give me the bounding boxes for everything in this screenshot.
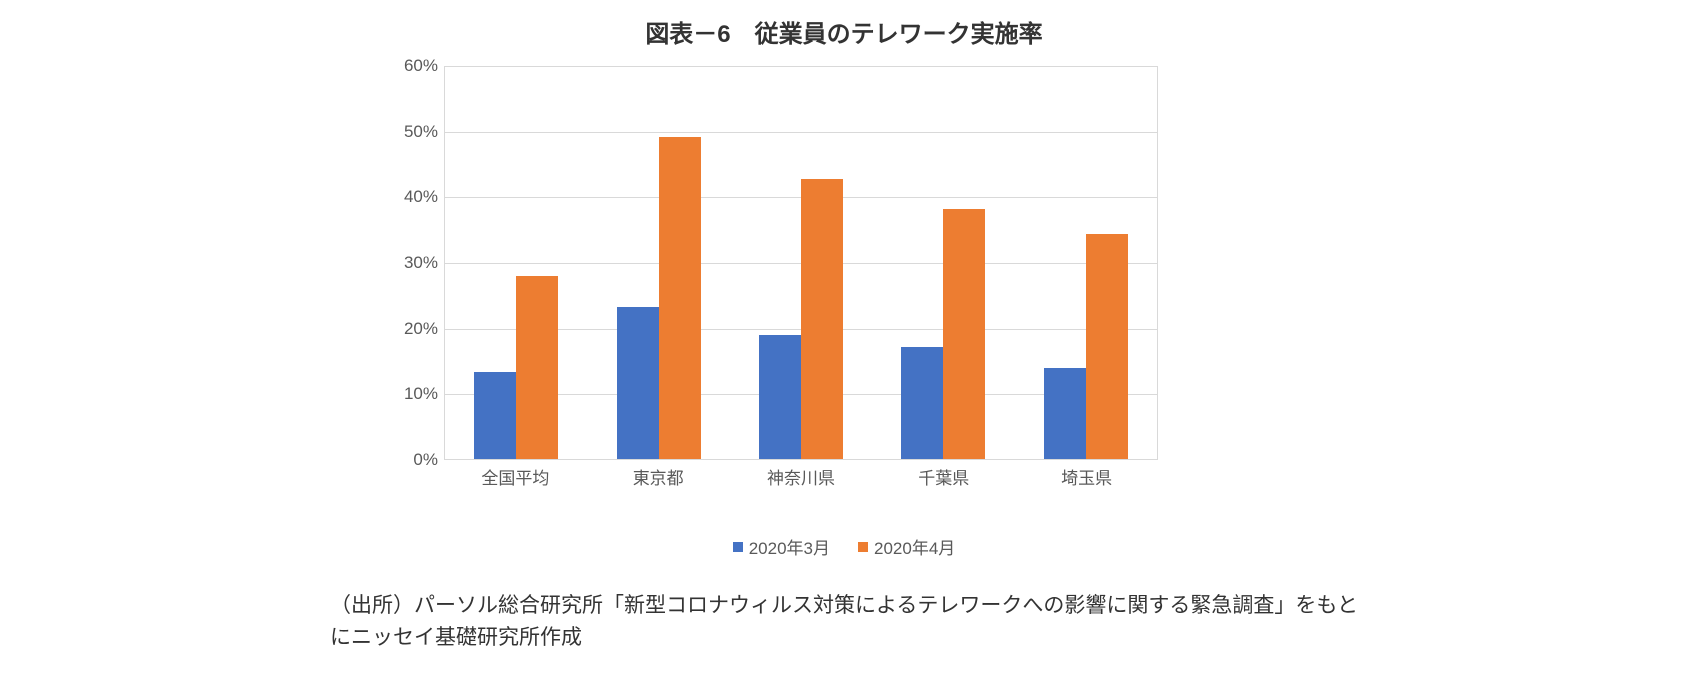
chart-area: 全国平均東京都神奈川県千葉県埼玉県 0%10%20%30%40%50%60% <box>380 60 1168 500</box>
x-tick-label: 埼玉県 <box>1015 464 1158 489</box>
bar <box>617 307 659 459</box>
legend: 2020年3月 2020年4月 <box>0 534 1688 559</box>
bar <box>1044 368 1086 459</box>
source-note: （出所）パーソル総合研究所「新型コロナウィルス対策によるテレワークへの影響に関す… <box>330 590 1358 653</box>
bar <box>474 372 516 459</box>
x-tick-label: 東京都 <box>587 464 730 489</box>
bar-group <box>445 276 587 459</box>
y-tick-label: 0% <box>378 450 438 470</box>
x-tick-label: 全国平均 <box>444 464 587 489</box>
bar <box>1086 234 1128 459</box>
bar <box>801 179 843 459</box>
legend-swatch <box>733 542 743 552</box>
y-tick-label: 10% <box>378 384 438 404</box>
x-tick-label: 神奈川県 <box>730 464 873 489</box>
bar <box>516 276 558 459</box>
bar <box>759 335 801 459</box>
bar <box>901 347 943 459</box>
legend-item: 2020年3月 <box>733 534 830 559</box>
bar-group <box>730 179 872 459</box>
chart-title: 図表－6 従業員のテレワーク実施率 <box>0 0 1688 49</box>
y-tick-label: 30% <box>378 253 438 273</box>
y-tick-label: 60% <box>378 56 438 76</box>
bar-group <box>587 137 729 459</box>
legend-item: 2020年4月 <box>858 534 955 559</box>
bar <box>943 209 985 459</box>
bar-group <box>872 209 1014 459</box>
bar-group <box>1015 234 1157 459</box>
bars-container <box>445 66 1157 459</box>
legend-swatch <box>858 542 868 552</box>
plot-area <box>444 66 1158 460</box>
x-tick-label: 千葉県 <box>872 464 1015 489</box>
x-axis-labels: 全国平均東京都神奈川県千葉県埼玉県 <box>444 464 1158 489</box>
legend-label: 2020年4月 <box>874 534 955 559</box>
y-tick-label: 20% <box>378 319 438 339</box>
y-tick-label: 50% <box>378 122 438 142</box>
bar <box>659 137 701 459</box>
y-tick-label: 40% <box>378 187 438 207</box>
legend-label: 2020年3月 <box>749 534 830 559</box>
